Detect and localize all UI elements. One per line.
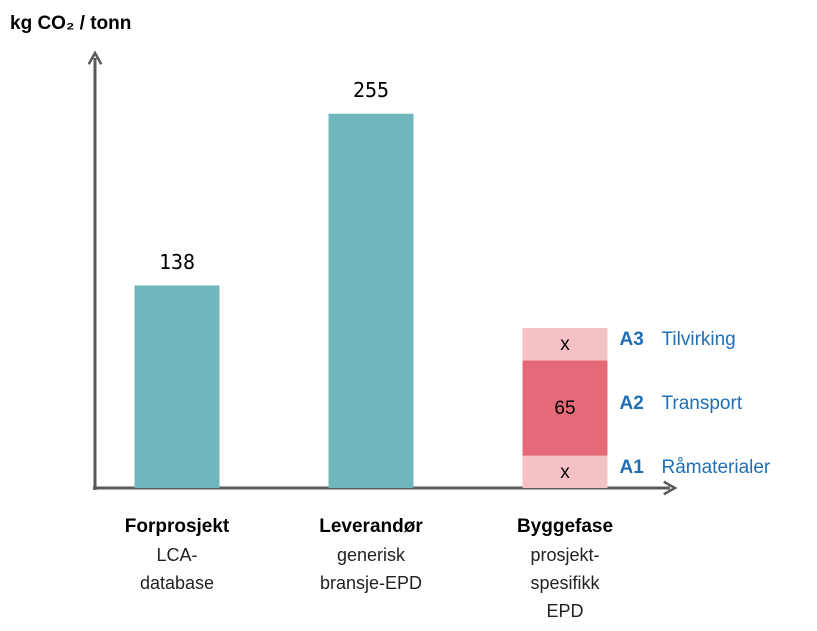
stack-segment — [522, 328, 608, 361]
y-axis-label: kg CO₂ / tonn — [10, 13, 131, 34]
category-description: database — [140, 573, 214, 593]
segment-label: 65 — [554, 398, 575, 419]
value-label: 138 — [159, 250, 195, 274]
category-description: prosjekt- — [530, 545, 599, 565]
category-description: EPD — [546, 601, 583, 621]
stack-segment — [522, 360, 608, 456]
x-tick-label: Leverandør — [319, 516, 423, 537]
bar — [328, 113, 414, 489]
stage-name: Transport — [662, 393, 743, 414]
stage-code: A3 — [620, 329, 644, 350]
x-tick-label: Byggefase — [517, 516, 613, 537]
segment-label: x — [560, 462, 570, 483]
bar — [134, 285, 220, 488]
category-description: LCA- — [156, 545, 197, 565]
category-description: generisk — [337, 545, 406, 565]
category-description: bransje-EPD — [320, 573, 422, 593]
stack-segment — [522, 455, 608, 488]
x-tick-label: Forprosjekt — [125, 516, 230, 537]
stage-code: A1 — [620, 457, 645, 478]
stage-name: Tilvirking — [662, 329, 736, 350]
value-label: 255 — [353, 78, 389, 102]
stage-code: A2 — [620, 393, 644, 414]
category-description: spesifikk — [530, 573, 600, 593]
stage-name: Råmaterialer — [662, 457, 771, 478]
segment-label: x — [560, 334, 570, 355]
